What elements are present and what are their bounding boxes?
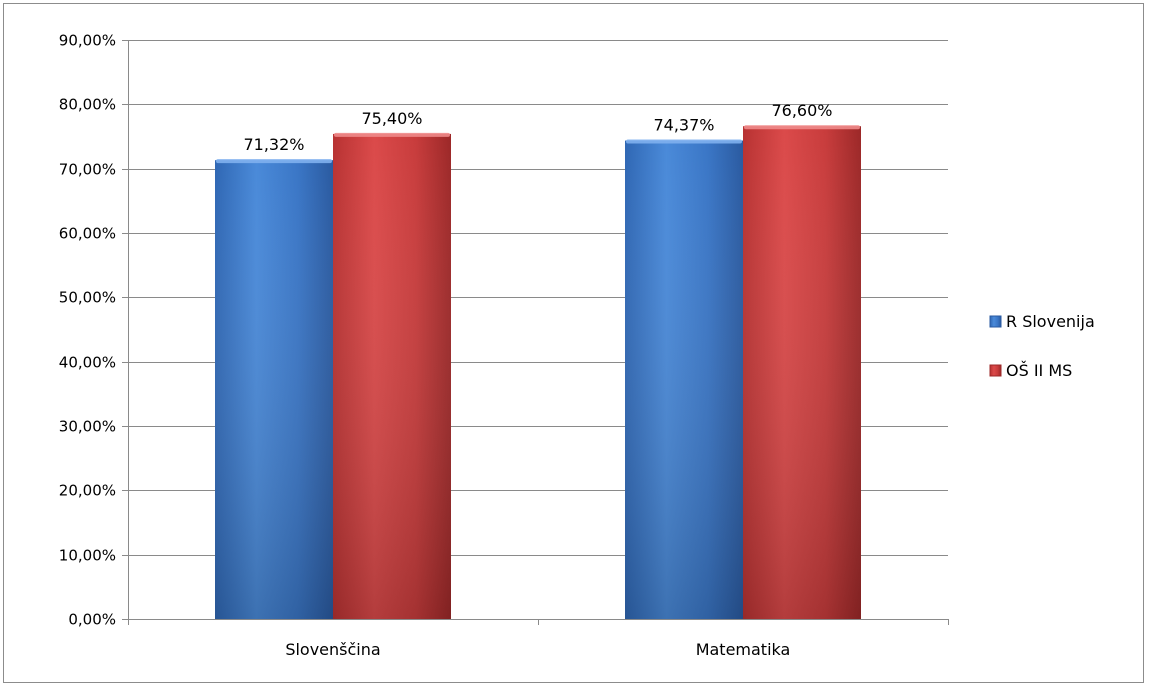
y-tick-label: 0,00% bbox=[68, 611, 116, 629]
legend-label: OŠ II MS bbox=[1006, 361, 1072, 380]
bar-shade bbox=[333, 133, 451, 619]
y-tick-label: 40,00% bbox=[59, 354, 116, 372]
bars bbox=[215, 125, 861, 620]
y-tick-label: 30,00% bbox=[59, 418, 116, 436]
y-tick-label: 20,00% bbox=[59, 482, 116, 500]
y-tick-label: 60,00% bbox=[59, 225, 116, 243]
data-label: 71,32% bbox=[243, 135, 304, 154]
chart-frame bbox=[3, 3, 1144, 683]
y-tick-label: 50,00% bbox=[59, 289, 116, 307]
data-labels: 71,32% 75,40% 74,37% 76,60% bbox=[243, 101, 832, 154]
data-label: 75,40% bbox=[361, 109, 422, 128]
legend-swatch bbox=[989, 315, 1002, 328]
y-tick-label: 10,00% bbox=[59, 547, 116, 565]
legend: R Slovenija OŠ II MS bbox=[989, 312, 1095, 380]
y-tick-label: 80,00% bbox=[59, 96, 116, 114]
legend-label: R Slovenija bbox=[1006, 312, 1095, 331]
bar bbox=[333, 132, 451, 619]
bar bbox=[625, 139, 743, 620]
bar-shade bbox=[215, 160, 333, 619]
bar-cap bbox=[216, 159, 332, 164]
bar-cap bbox=[626, 139, 742, 144]
legend-item: R Slovenija bbox=[989, 312, 1095, 331]
y-tick-label: 70,00% bbox=[59, 161, 116, 179]
y-tick-label: 90,00% bbox=[59, 32, 116, 50]
bar-cap bbox=[744, 125, 860, 130]
data-label: 76,60% bbox=[771, 101, 832, 120]
bar-shade bbox=[625, 140, 743, 620]
bar-cap bbox=[334, 132, 450, 137]
bar bbox=[215, 159, 333, 619]
bar-shade bbox=[743, 126, 861, 619]
data-label: 74,37% bbox=[653, 116, 714, 135]
bar bbox=[743, 125, 861, 619]
legend-swatch bbox=[989, 364, 1002, 377]
legend-item: OŠ II MS bbox=[989, 361, 1072, 380]
x-category-label: Matematika bbox=[696, 640, 791, 659]
axes: 0,00% 10,00% 20,00% 30,00% 40,00% 50,00% 60,00… bbox=[59, 32, 949, 659]
x-category-label: Slovenščina bbox=[285, 640, 380, 659]
